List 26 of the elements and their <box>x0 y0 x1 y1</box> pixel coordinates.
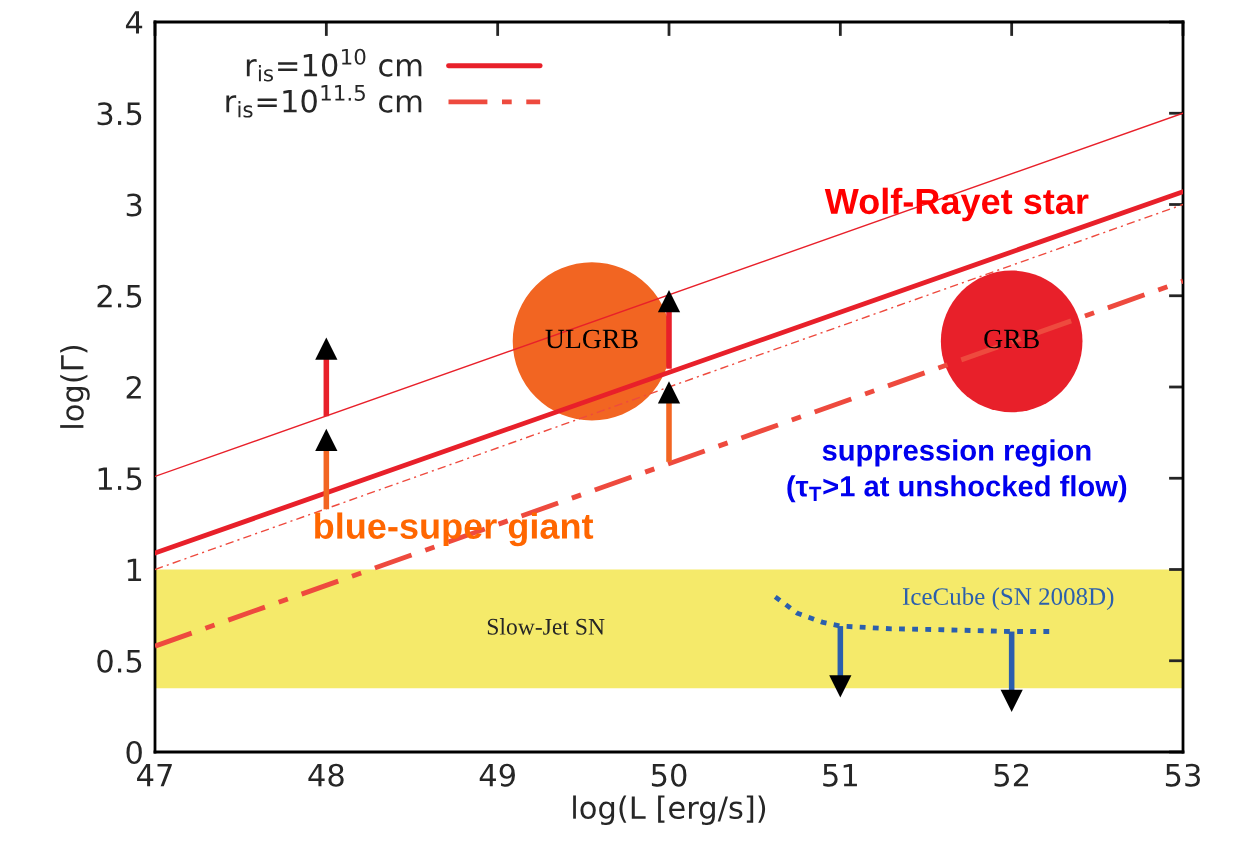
x-tick-label: 49 <box>479 763 515 787</box>
y-tick-label: 3 <box>126 193 142 217</box>
x-tick-label: 52 <box>994 763 1029 787</box>
x-axis-title: log(L [erg/s]) <box>573 795 766 826</box>
y-tick-label: 4 <box>125 11 143 34</box>
y-tick-label: 1 <box>127 558 142 582</box>
x-tick-label: 50 <box>651 763 687 787</box>
y-axis-title: log(Γ) <box>60 345 90 428</box>
y-tick-label: 1.5 <box>98 467 142 491</box>
y-tick-label: 0.5 <box>97 649 142 673</box>
y-tick-label: 2 <box>126 375 141 399</box>
legend-label: r$_{is}$=10$^{10}$ cm <box>246 48 422 82</box>
x-tick-label: 51 <box>823 764 857 787</box>
y-tick-label: 3.5 <box>97 102 142 126</box>
y-tick-label: 2.5 <box>97 284 142 308</box>
annotation: GRB <box>984 329 1039 349</box>
annotation: ULGRB <box>545 329 638 349</box>
annotation: IceCube (SN 2008D) <box>902 587 1114 611</box>
annotation: suppression region (τ$_{T}$>1 at unshocked flow) <box>787 439 1127 503</box>
y-tick-label: 0 <box>126 740 142 765</box>
legend-label: r$_{is}$=10$^{11.5}$ cm <box>226 85 422 118</box>
x-tick-label: 53 <box>1165 763 1200 787</box>
x-tick-label: 47 <box>137 764 172 787</box>
annotation: blue-super giant <box>315 512 594 547</box>
x-tick-label: 48 <box>308 763 344 787</box>
band-label: Slow-Jet SN <box>487 618 605 635</box>
